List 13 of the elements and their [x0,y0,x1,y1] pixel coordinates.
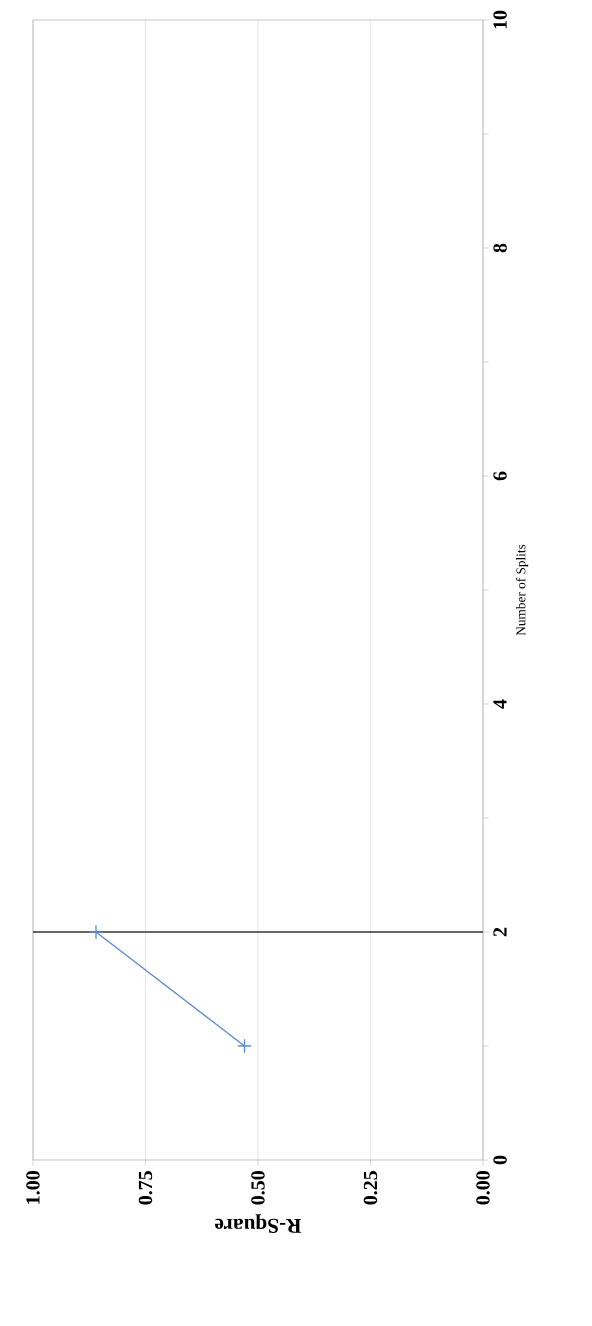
x-tick-label: 0.75 [138,1171,153,1205]
x-tick-label: 0.25 [363,1171,378,1205]
y-tick-label: 10 [493,10,507,29]
y-tick-label: 8 [493,243,507,253]
x-tick-label: 1.00 [26,1171,40,1204]
y-tick-label: 2 [493,927,507,937]
y-axis-title: Number of Splits [515,544,529,636]
y-tick-label: 4 [493,699,507,709]
x-tick-label: 0.50 [251,1171,265,1205]
x-tick-label: 0.00 [476,1171,490,1205]
x-axis-title: R-Square [215,1214,302,1233]
y-tick-label: 0 [493,1155,507,1165]
y-tick-label: 6 [493,471,507,481]
